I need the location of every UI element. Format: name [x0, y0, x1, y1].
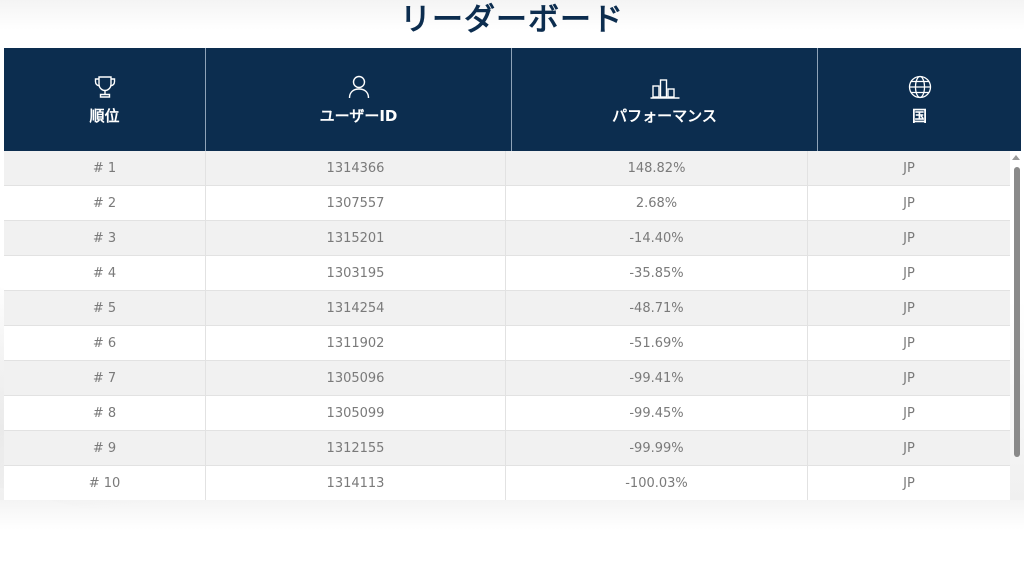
user-id-cell: 1312155 — [206, 431, 506, 465]
performance-cell: -48.71% — [506, 291, 808, 325]
country-cell: JP — [903, 370, 915, 386]
globe-icon — [908, 73, 932, 99]
column-header-rank: 順位 — [4, 48, 206, 151]
country-cell: JP — [903, 440, 915, 456]
table-scrollbar[interactable] — [1011, 153, 1021, 500]
user-id-cell: 1307557 — [206, 186, 506, 220]
column-header-label: 国 — [911, 107, 927, 125]
user-id-cell: 1314113 — [206, 466, 506, 500]
performance-cell: -99.99% — [506, 431, 808, 465]
user-id-cell: 1314366 — [206, 151, 506, 185]
country-cell: JP — [903, 405, 915, 421]
leaderboard-table: 順位 ユーザーID パフォーマンス — [4, 48, 1021, 500]
table-row: # 7 1305096 -99.41% JP — [4, 361, 1010, 396]
table-row: # 10 1314113 -100.03% JP — [4, 466, 1010, 500]
performance-cell: -99.41% — [506, 361, 808, 395]
table-row: # 5 1314254 -48.71% JP — [4, 291, 1010, 326]
performance-cell: -99.45% — [506, 396, 808, 430]
user-id-cell: 1314254 — [206, 291, 506, 325]
user-id-cell: 1305099 — [206, 396, 506, 430]
rank-cell: # 10 — [4, 466, 206, 500]
rank-cell: # 3 — [4, 221, 206, 255]
bar-chart-icon — [650, 73, 680, 99]
country-cell: JP — [903, 230, 915, 246]
rank-cell: # 5 — [4, 291, 206, 325]
scroll-up-arrow-icon[interactable] — [1012, 155, 1020, 160]
column-header-user-id: ユーザーID — [206, 48, 512, 151]
column-header-performance: パフォーマンス — [512, 48, 818, 151]
performance-cell: -14.40% — [506, 221, 808, 255]
country-cell: JP — [903, 475, 915, 491]
rank-cell: # 4 — [4, 256, 206, 290]
user-id-cell: 1311902 — [206, 326, 506, 360]
user-id-cell: 1303195 — [206, 256, 506, 290]
scrollbar-thumb[interactable] — [1014, 167, 1020, 457]
table-body: # 1 1314366 148.82% JP # 2 1307557 2.68%… — [4, 151, 1010, 500]
user-id-cell: 1315201 — [206, 221, 506, 255]
trophy-icon — [94, 73, 116, 99]
performance-cell: 148.82% — [506, 151, 808, 185]
table-row: # 6 1311902 -51.69% JP — [4, 326, 1010, 361]
column-header-label: パフォーマンス — [612, 107, 717, 125]
user-id-cell: 1305096 — [206, 361, 506, 395]
table-row: # 3 1315201 -14.40% JP — [4, 221, 1010, 256]
rank-cell: # 9 — [4, 431, 206, 465]
performance-cell: -35.85% — [506, 256, 808, 290]
rank-cell: # 1 — [4, 151, 206, 185]
country-cell: JP — [903, 335, 915, 351]
table-header: 順位 ユーザーID パフォーマンス — [4, 48, 1021, 151]
user-icon — [348, 73, 370, 99]
table-row: # 9 1312155 -99.99% JP — [4, 431, 1010, 466]
column-header-label: ユーザーID — [319, 107, 398, 125]
performance-cell: -100.03% — [506, 466, 808, 500]
page-title: リーダーボード — [400, 2, 624, 38]
country-cell: JP — [903, 265, 915, 281]
rank-cell: # 6 — [4, 326, 206, 360]
country-cell: JP — [903, 160, 915, 176]
performance-cell: -51.69% — [506, 326, 808, 360]
country-cell: JP — [903, 195, 915, 211]
table-row: # 8 1305099 -99.45% JP — [4, 396, 1010, 431]
table-row: # 2 1307557 2.68% JP — [4, 186, 1010, 221]
table-row: # 1 1314366 148.82% JP — [4, 151, 1010, 186]
country-cell: JP — [903, 300, 915, 316]
rank-cell: # 7 — [4, 361, 206, 395]
rank-cell: # 2 — [4, 186, 206, 220]
column-header-label: 順位 — [89, 107, 120, 125]
performance-cell: 2.68% — [506, 186, 808, 220]
table-row: # 4 1303195 -35.85% JP — [4, 256, 1010, 291]
column-header-country: 国 — [818, 48, 1021, 151]
rank-cell: # 8 — [4, 396, 206, 430]
